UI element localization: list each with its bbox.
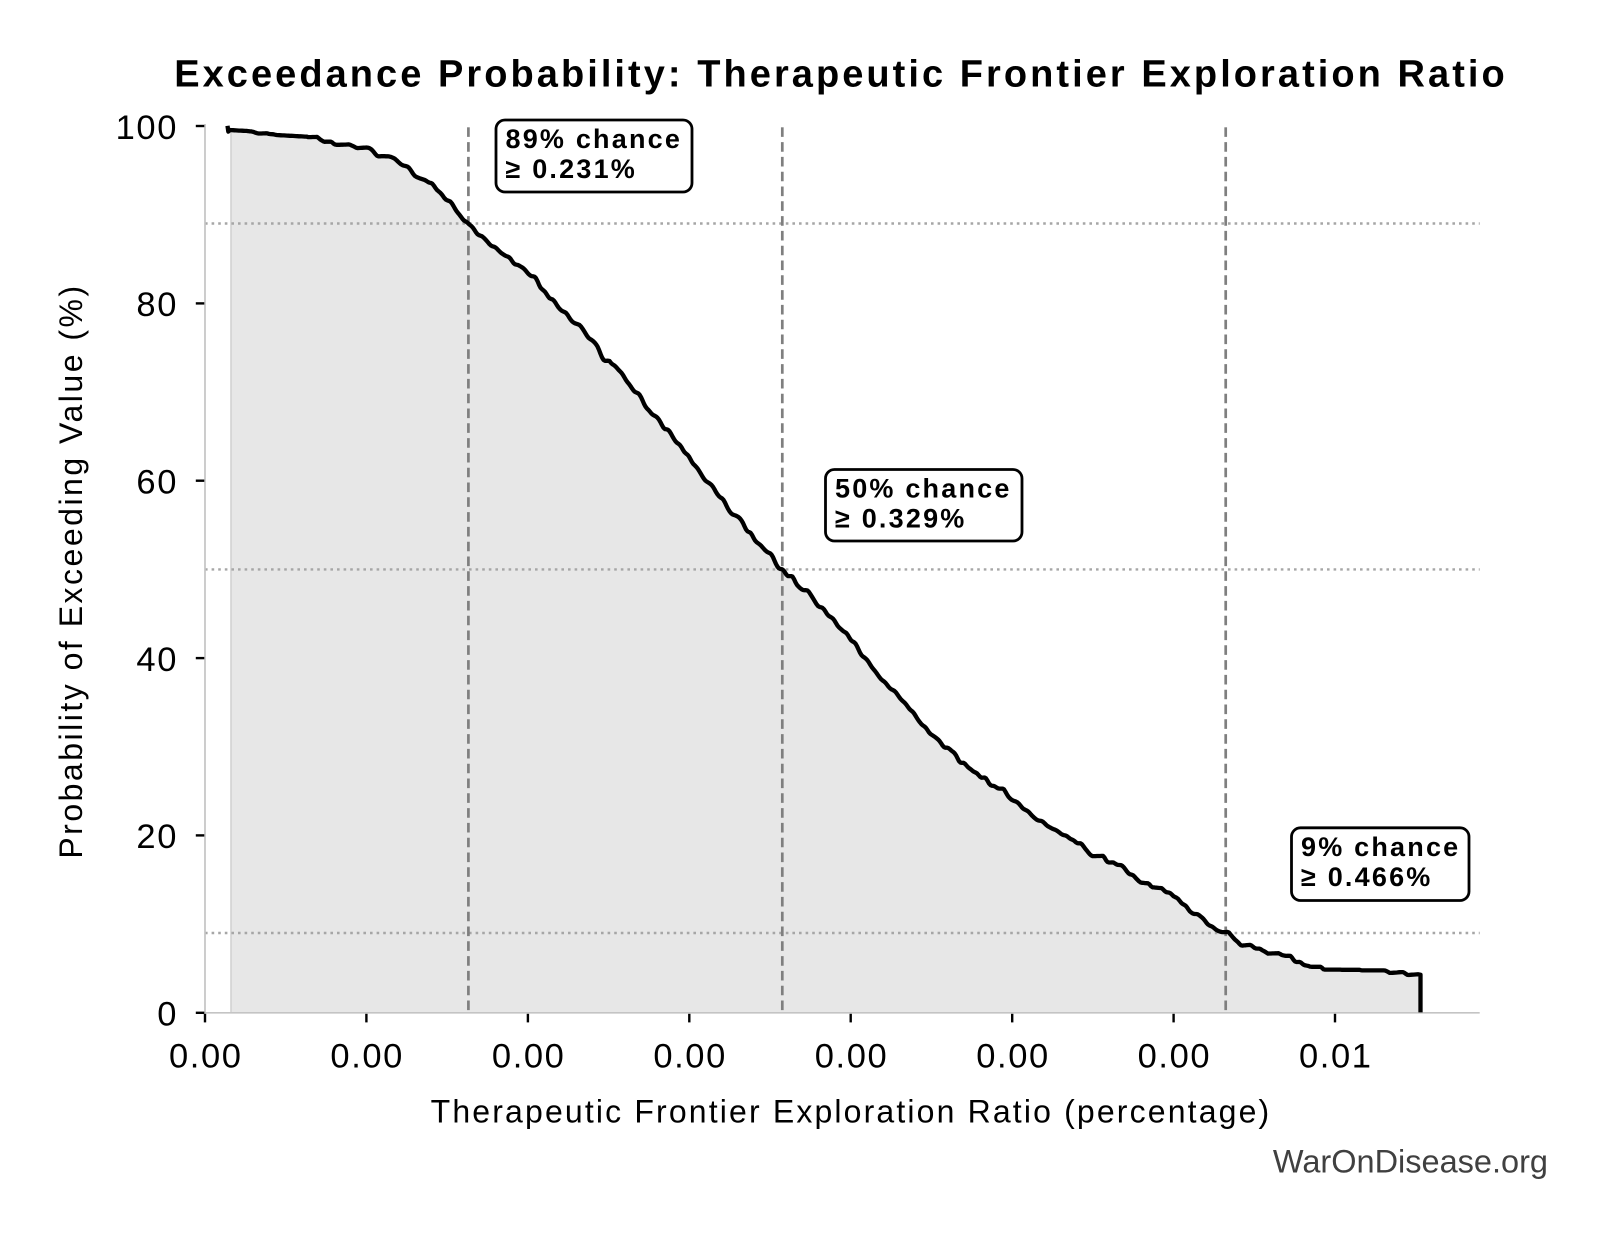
svg-text:0.00: 0.00 <box>976 1038 1050 1076</box>
svg-text:≥ 0.329%: ≥ 0.329% <box>835 504 967 534</box>
svg-text:40: 40 <box>136 641 178 679</box>
svg-text:≥ 0.231%: ≥ 0.231% <box>506 154 638 184</box>
svg-text:100: 100 <box>116 109 178 147</box>
svg-text:0.00: 0.00 <box>815 1038 889 1076</box>
svg-text:WarOnDisease.org: WarOnDisease.org <box>1273 1144 1548 1180</box>
svg-text:0: 0 <box>157 996 178 1034</box>
svg-text:Exceedance Probability: Therap: Exceedance Probability: Therapeutic Fron… <box>174 54 1508 96</box>
svg-text:20: 20 <box>136 818 178 856</box>
svg-text:60: 60 <box>136 464 178 502</box>
svg-text:80: 80 <box>136 286 178 324</box>
svg-text:0.00: 0.00 <box>330 1038 404 1076</box>
svg-text:Therapeutic Frontier Explorati: Therapeutic Frontier Exploration Ratio (… <box>431 1094 1272 1130</box>
svg-text:0.01: 0.01 <box>1299 1038 1373 1076</box>
svg-text:0.00: 0.00 <box>169 1038 243 1076</box>
svg-text:Probability of Exceeding Value: Probability of Exceeding Value (%) <box>53 283 89 858</box>
svg-text:0.00: 0.00 <box>1138 1038 1212 1076</box>
svg-text:9% chance: 9% chance <box>1301 832 1460 862</box>
svg-text:89% chance: 89% chance <box>506 124 683 154</box>
svg-text:50% chance: 50% chance <box>835 474 1012 504</box>
svg-text:0.00: 0.00 <box>492 1038 566 1076</box>
svg-text:0.00: 0.00 <box>653 1038 727 1076</box>
svg-text:≥ 0.466%: ≥ 0.466% <box>1301 862 1433 892</box>
